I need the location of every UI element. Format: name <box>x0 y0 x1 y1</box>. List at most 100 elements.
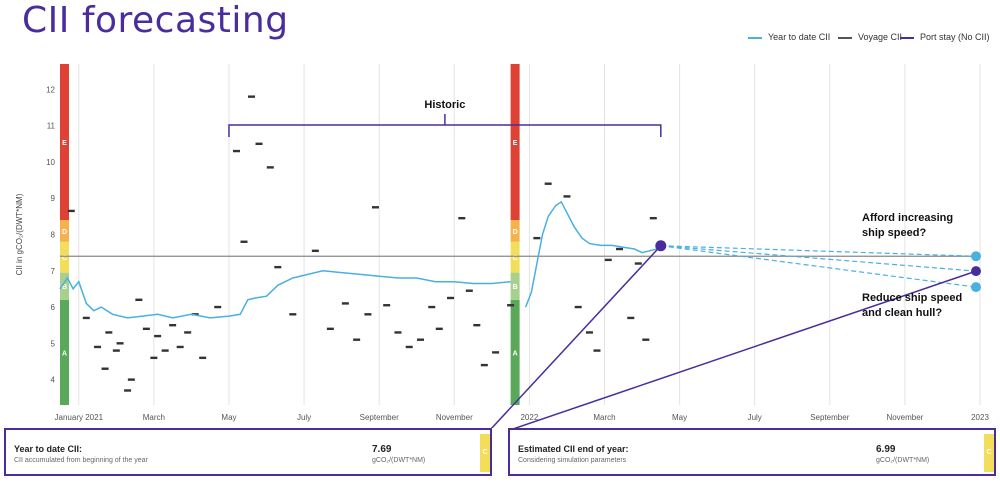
x-tick-label: March <box>593 413 615 422</box>
question-line: ship speed? <box>862 227 927 239</box>
rating-band <box>510 241 520 273</box>
rating-band <box>60 219 69 242</box>
legend-item-port-stay[interactable]: Port stay (No CII) <box>900 32 990 42</box>
rating-band-label: D <box>62 229 67 236</box>
card-unit: gCO₂/(DWT*NM) <box>372 457 426 464</box>
scenario-endpoint <box>971 251 981 262</box>
voyage-cii-mark <box>150 356 158 360</box>
voyage-cii-mark <box>94 345 102 349</box>
voyage-cii-mark <box>199 356 207 360</box>
voyage-cii-mark <box>473 323 481 327</box>
voyage-cii-mark <box>593 349 601 352</box>
voyage-cii-mark <box>428 305 436 309</box>
voyage-cii-mark <box>533 236 541 240</box>
voyage-cii-mark <box>353 338 361 341</box>
page-title: CII forecasting <box>22 0 289 41</box>
voyage-cii-mark <box>116 342 124 345</box>
voyage-cii-mark <box>465 289 473 292</box>
x-tick-label: July <box>297 413 311 422</box>
rating-band-label: E <box>62 140 67 147</box>
rating-band-label: D <box>513 229 518 236</box>
voyage-cii-mark <box>458 216 466 220</box>
voyage-cii-mark <box>240 240 248 243</box>
y-tick-label: 7 <box>51 267 56 276</box>
rating-band <box>60 241 69 273</box>
cii-chart: 4 5 6 7 8 9 10 11 12 CII in gCO₂/(DWT*NM) A B C D E A B C… <box>15 64 989 428</box>
legend-swatch-icon <box>748 36 762 39</box>
voyage-cii-mark <box>142 327 150 331</box>
y-axis-label: CII in gCO₂/(DWT*NM) <box>15 193 24 275</box>
scenario-line <box>660 245 977 272</box>
x-tick-label: November <box>886 413 923 422</box>
legend-label: Year to date CII <box>768 32 831 42</box>
voyage-cii-mark <box>326 327 334 331</box>
voyage-cii-mark <box>616 247 624 251</box>
card-unit: gCO₂/(DWT*NM) <box>876 457 930 464</box>
rating-band <box>510 299 520 405</box>
ytd-cii-line-2022 <box>524 200 662 308</box>
legend-swatch-icon <box>900 36 914 39</box>
voyage-cii-mark <box>574 305 582 309</box>
card-subtitle: Considering simulation parameters <box>518 457 627 464</box>
voyage-cii-mark <box>154 334 162 338</box>
voyage-cii-mark <box>627 316 635 320</box>
legend-swatch-icon <box>838 36 852 39</box>
voyage-cii-mark <box>289 313 297 316</box>
voyage-cii-mark <box>507 304 515 307</box>
x-tick-label: November <box>436 413 473 422</box>
rating-band-label: B <box>513 284 518 291</box>
legend-item-voyage[interactable]: Voyage CII <box>838 32 902 42</box>
voyage-cii-mark <box>169 323 177 327</box>
voyage-cii-mark <box>82 316 90 320</box>
voyage-cii-mark <box>447 296 455 300</box>
voyage-cii-mark <box>383 304 391 307</box>
question-reduce-speed: Reduce ship speed and clean hull? <box>862 291 962 321</box>
x-tick-label: January 2021 <box>55 413 104 422</box>
voyage-cii-mark <box>184 331 192 334</box>
y-tick-label: 8 <box>51 231 56 240</box>
voyage-cii-mark <box>232 149 240 153</box>
ytd-connector <box>490 245 662 428</box>
voyage-cii-mark <box>364 313 372 316</box>
voyage-cii-mark <box>176 345 184 349</box>
x-tick-label: May <box>672 413 687 422</box>
voyage-cii-mark <box>544 182 552 185</box>
rating-band <box>60 299 69 405</box>
voyage-cii-mark <box>585 331 593 334</box>
voyage-cii-mark <box>135 298 143 301</box>
voyage-cii-mark <box>371 206 379 209</box>
x-tick-label: 2022 <box>520 413 538 422</box>
voyage-cii-mark <box>416 338 424 341</box>
grade-badge: C <box>480 434 490 472</box>
voyage-cii-mark <box>101 367 109 370</box>
legend-label: Voyage CII <box>858 32 903 42</box>
voyage-cii-mark <box>255 142 263 146</box>
rating-band-label: C <box>62 255 67 262</box>
legend-item-year-to-date[interactable]: Year to date CII <box>748 32 830 42</box>
x-tick-label: September <box>810 413 849 422</box>
voyage-cii-mark <box>274 265 282 269</box>
x-tick-label: July <box>748 413 762 422</box>
scenario-endpoint <box>971 282 981 293</box>
y-tick-label: 5 <box>51 339 56 348</box>
card-value: 7.69 <box>372 444 392 455</box>
y-tick-label: 10 <box>46 158 55 167</box>
x-tick-label: September <box>360 413 399 422</box>
card-label: Year to date CII: <box>14 444 83 454</box>
rating-band <box>60 64 69 220</box>
card-value: 6.99 <box>876 444 896 455</box>
card-subtitle: CII accumulated from beginning of the ye… <box>14 457 148 464</box>
x-tick-label: May <box>221 413 236 422</box>
rating-band <box>510 272 520 300</box>
rating-band-label: B <box>62 284 67 291</box>
voyage-cii-mark <box>266 166 274 169</box>
question-line: and clean hull? <box>862 307 943 319</box>
voyage-cii-mark <box>604 258 612 262</box>
rating-band <box>510 64 520 220</box>
x-tick-label: 2023 <box>971 413 989 422</box>
historic-bracket <box>228 124 662 137</box>
question-line: Afford increasing <box>862 212 954 224</box>
voyage-cii-mark <box>394 331 402 334</box>
voyage-cii-mark <box>649 216 657 220</box>
question-increase-speed: Afford increasing ship speed? <box>862 211 953 241</box>
